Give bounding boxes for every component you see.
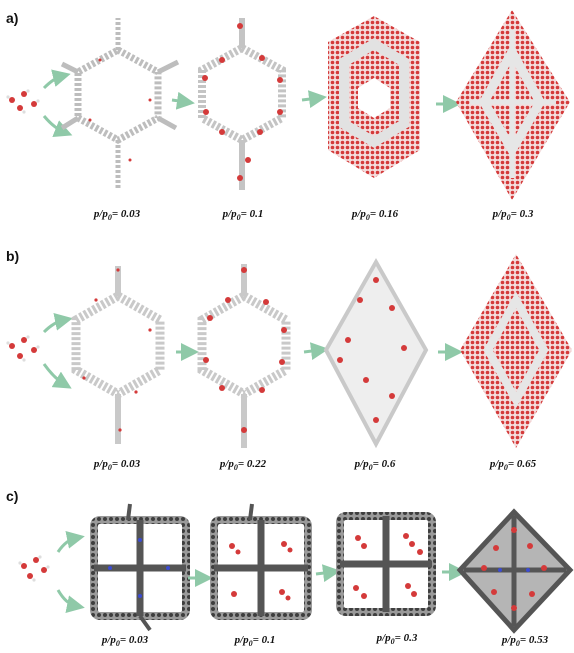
arrow-a-in-bottom	[42, 115, 73, 138]
water-cluster-c	[18, 555, 50, 582]
caption-a-1: p/p0= 0.03	[93, 208, 141, 223]
arrow-c-in-bottom	[56, 589, 85, 614]
caption-b-1: p/p0= 0.03	[93, 458, 141, 473]
caption-b-4: p/p0= 0.65	[489, 458, 537, 473]
caption-b-3: p/p0= 0.6	[354, 458, 396, 473]
panel-label-c: c)	[6, 488, 19, 504]
caption-a-4: p/p0= 0.3	[492, 208, 534, 223]
framework-c-1	[90, 503, 190, 632]
arrow-c-in-top	[56, 530, 85, 553]
arrow-b-2	[303, 342, 329, 361]
water-cluster-b	[6, 335, 40, 362]
caption-c-3: p/p0= 0.3	[376, 632, 418, 647]
framework-a-4	[456, 10, 570, 200]
framework-b-4	[460, 254, 572, 448]
panel-label-b: b)	[6, 248, 20, 264]
arrow-b-in-bottom	[42, 363, 72, 389]
arrow-a-2	[301, 90, 327, 109]
framework-b-1	[71, 266, 165, 444]
framework-c-4	[456, 508, 574, 634]
framework-a-2	[198, 18, 286, 190]
caption-c-1: p/p0= 0.03	[101, 634, 149, 649]
caption-c-4: p/p0= 0.53	[501, 634, 549, 649]
arrow-b-in-top	[42, 312, 73, 334]
caption-c-2: p/p0= 0.1	[234, 634, 276, 649]
framework-a-1	[60, 18, 180, 190]
framework-c-3	[336, 512, 436, 616]
water-cluster-a	[6, 89, 40, 114]
caption-a-3: p/p0= 0.16	[351, 208, 399, 223]
arrow-c-2	[315, 564, 341, 583]
framework-c-2	[210, 503, 312, 620]
panel-label-a: a)	[6, 10, 19, 26]
caption-a-2: p/p0= 0.1	[222, 208, 264, 223]
framework-a-3	[328, 16, 420, 178]
framework-b-2	[197, 264, 291, 448]
framework-b-3	[323, 257, 429, 449]
arrow-a-in-top	[42, 69, 71, 90]
arrow-a-1	[171, 91, 195, 110]
caption-b-2: p/p0= 0.22	[219, 458, 267, 473]
